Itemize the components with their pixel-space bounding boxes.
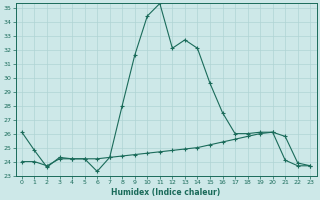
- X-axis label: Humidex (Indice chaleur): Humidex (Indice chaleur): [111, 188, 221, 197]
